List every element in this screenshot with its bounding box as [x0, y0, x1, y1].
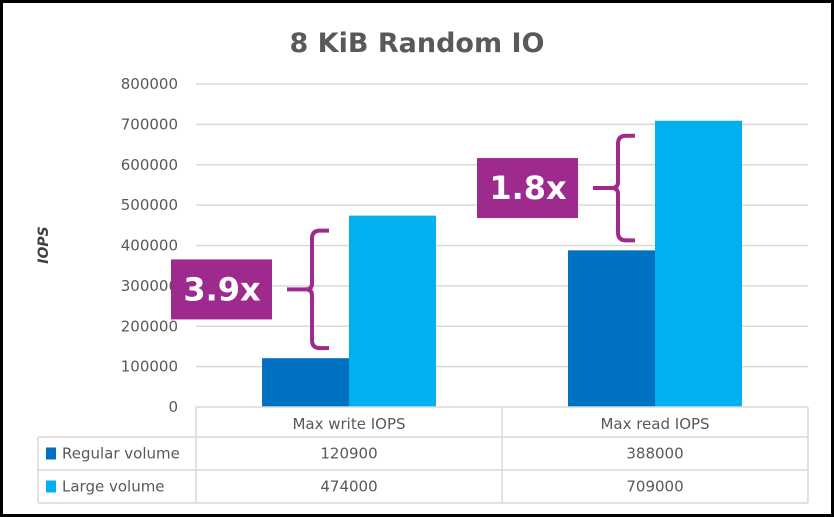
data-value: 120900 — [320, 445, 377, 463]
y-axis-label: IOPS — [36, 226, 52, 263]
y-tick-label: 300000 — [121, 277, 178, 295]
y-tick-label: 800000 — [121, 75, 178, 93]
data-value: 388000 — [626, 445, 683, 463]
y-tick-label: 100000 — [121, 358, 178, 376]
y-tick-label: 200000 — [121, 317, 178, 335]
bar-large-volume — [349, 215, 436, 407]
category-label: Max write IOPS — [292, 415, 405, 433]
ratio-label: 1.8x — [489, 169, 567, 207]
ratio-label: 3.9x — [183, 270, 261, 308]
y-tick-label: 0 — [168, 398, 178, 416]
bar-regular-volume — [568, 250, 655, 407]
data-value: 474000 — [320, 478, 377, 496]
ratio-callout — [171, 259, 272, 320]
y-tick-label: 700000 — [121, 115, 178, 133]
y-tick-label: 400000 — [121, 237, 178, 255]
y-tick-label: 500000 — [121, 196, 178, 214]
bar-large-volume — [655, 120, 742, 408]
data-value: 709000 — [626, 478, 683, 496]
category-label: Max read IOPS — [600, 415, 709, 433]
ratio-callout — [477, 158, 578, 219]
y-tick-label: 600000 — [121, 156, 178, 174]
legend-swatch — [46, 447, 56, 460]
legend-swatch — [46, 480, 56, 493]
chart-title: 8 KiB Random IO — [290, 28, 545, 59]
legend-label: Regular volume — [62, 445, 180, 463]
brace-icon — [593, 133, 635, 243]
bar-regular-volume — [262, 358, 349, 407]
brace-icon — [287, 228, 329, 351]
legend-label: Large volume — [62, 478, 165, 496]
